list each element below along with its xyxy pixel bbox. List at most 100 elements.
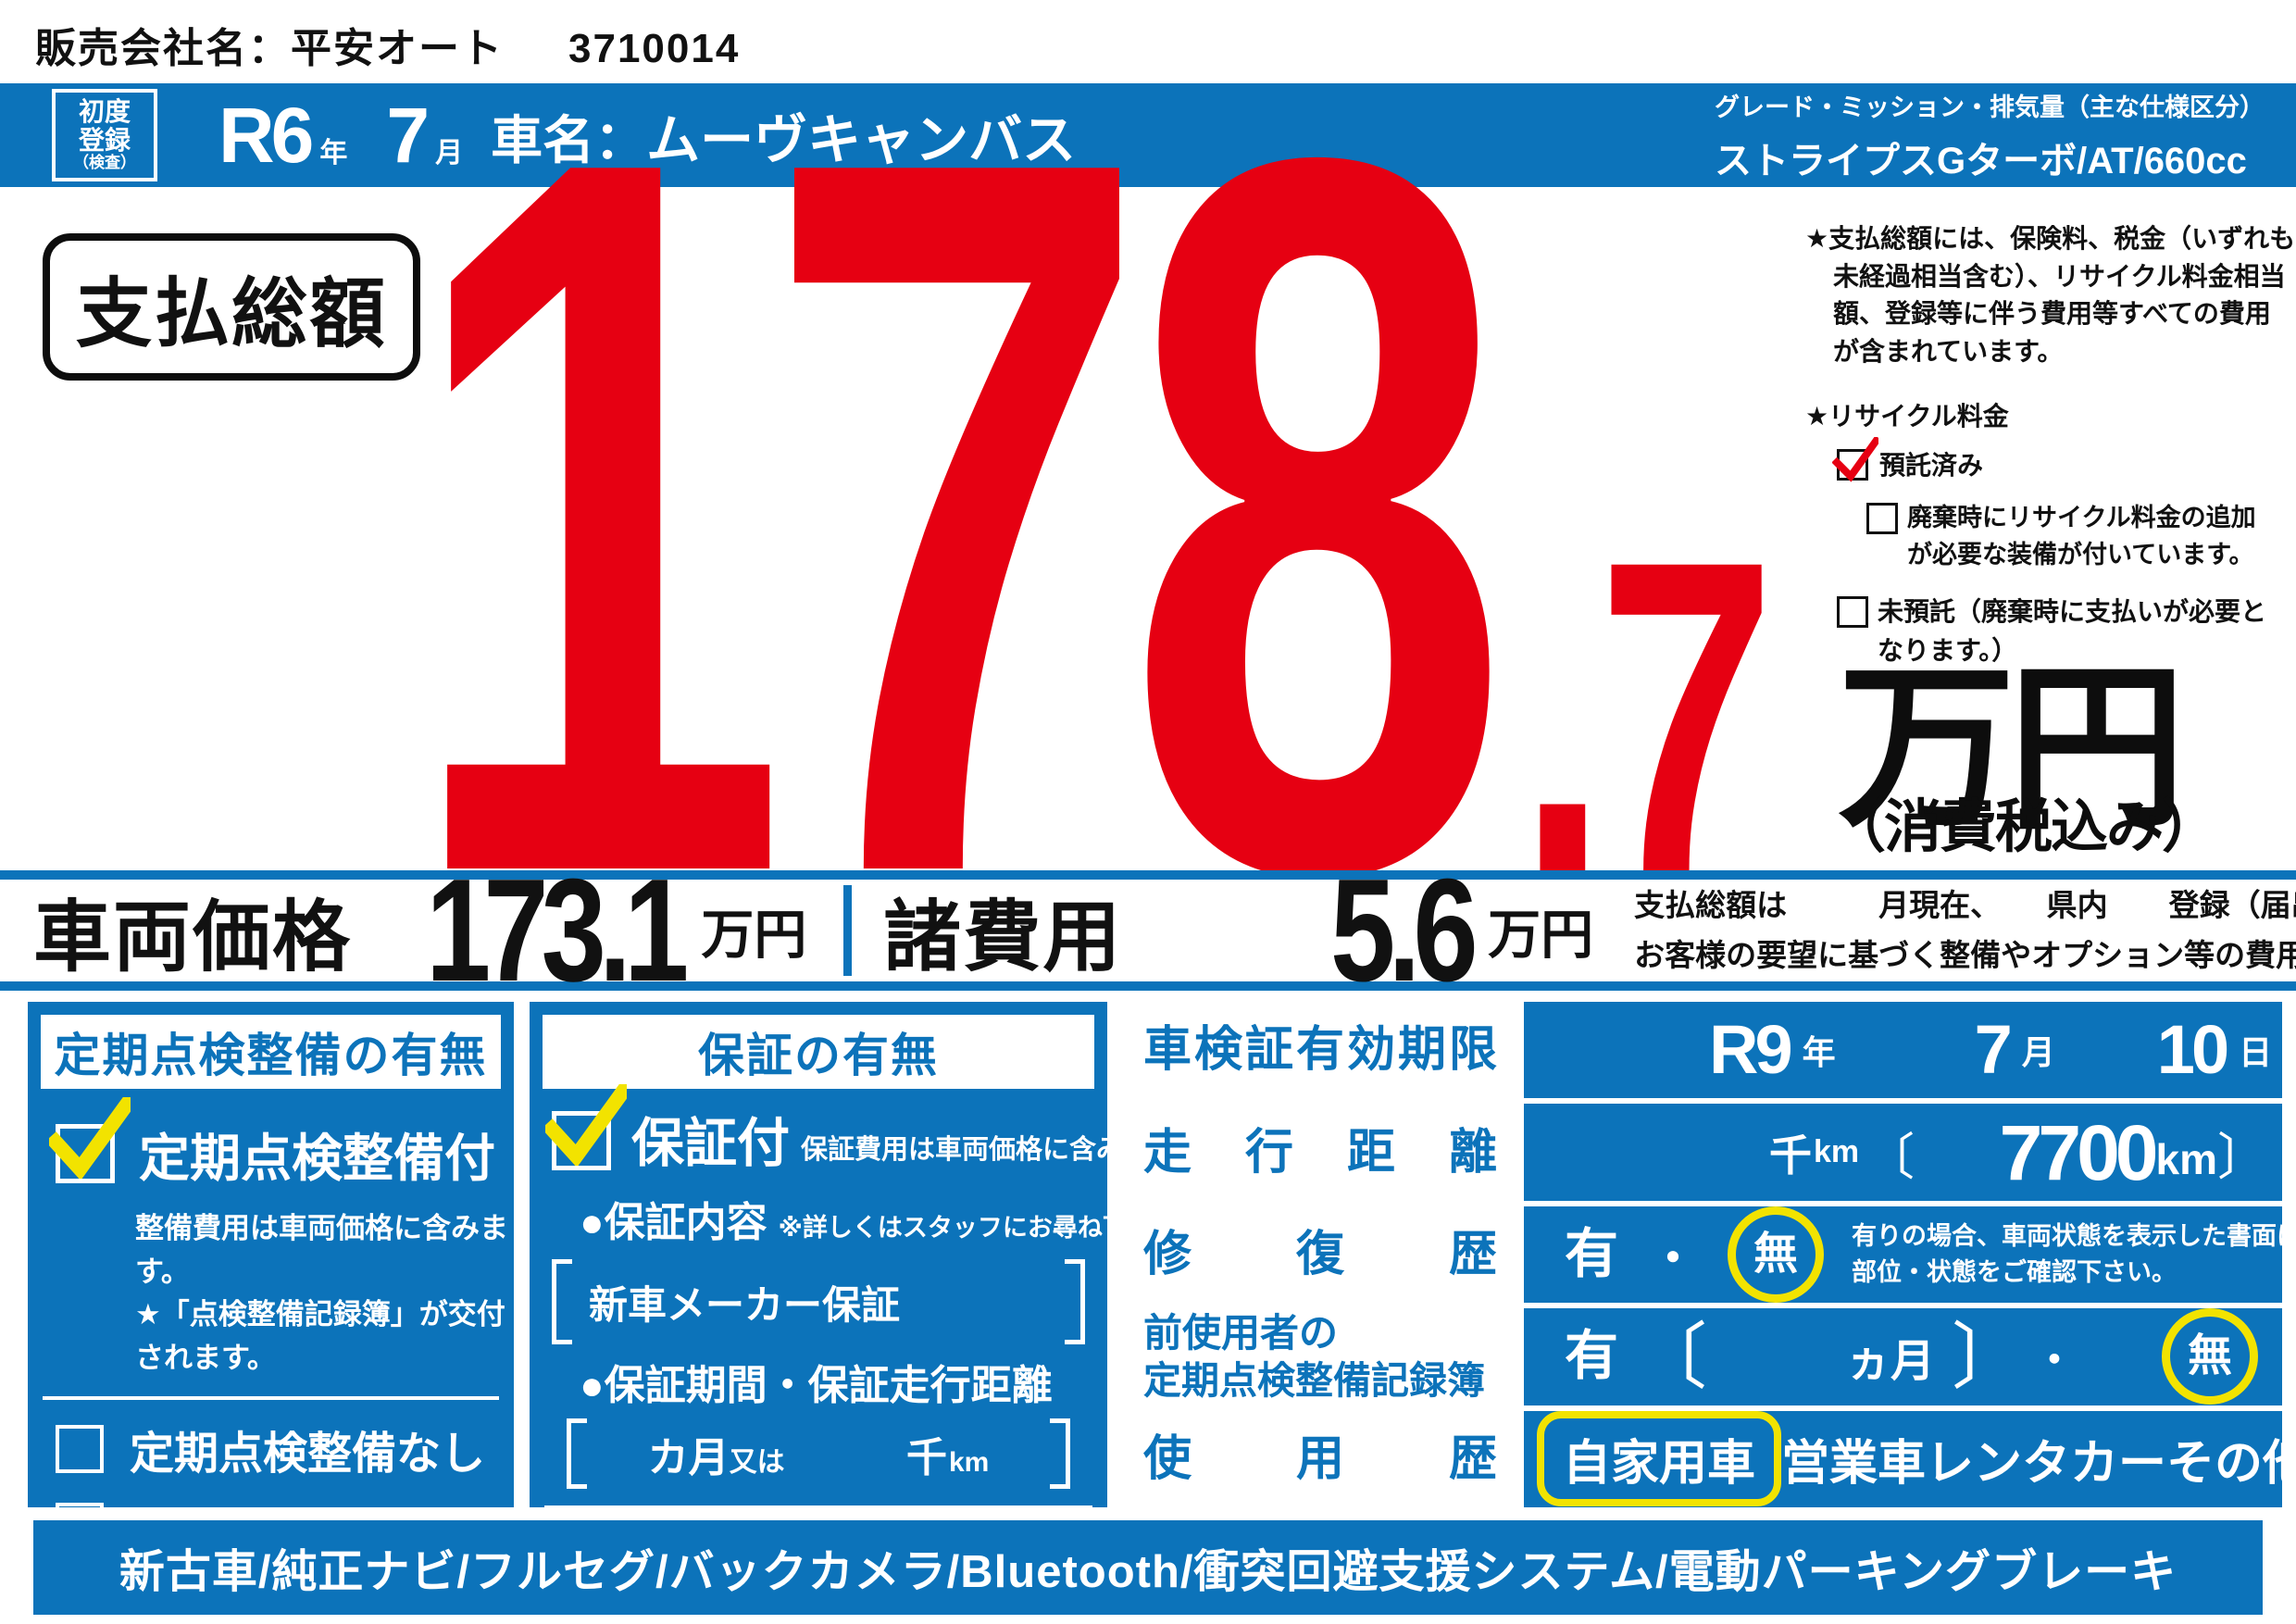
badge-line2: 登録 (78, 125, 131, 155)
vehicle-price-amount: 173.1 (426, 849, 689, 1012)
usage-history-row: 使用歴 自家用車 営業車 レンタカー その他 (1122, 1410, 2296, 1508)
repair-yes: 有 (1565, 1224, 1619, 1285)
recycle-option-undeposited: 未預託（廃棄時に支払いが必要となります。） (1837, 593, 2272, 670)
maintenance-panel: 定期点検整備の有無 定期点検整備付 整備費用は車両価格に含みます。 ★「点検整備… (28, 1002, 514, 1507)
checkbox-maintenance-with (49, 1097, 131, 1183)
checkbox-extra (1866, 502, 1898, 534)
record-no-circled: 無 (2162, 1308, 2258, 1405)
inspection-expiry-value-cell: R9 年 7 月 10 日 (1524, 1002, 2282, 1099)
warranty-period-label: ●保証期間・保証走行距離 (580, 1363, 1053, 1408)
total-notes: ★支払総額には、保険料、税金（いずれも未経過相当含む）、リサイクル料金相当額、登… (1805, 220, 2296, 670)
car-name-label: 車名： (491, 111, 647, 169)
record-no: 無 (2187, 1331, 2232, 1381)
bracket-right (1065, 1259, 1085, 1344)
inspection-expiry-label-cell: 車検証有効期限 (1122, 1002, 1518, 1099)
warranty-km-big: 千 (905, 1435, 947, 1480)
inspection-year: R9 (1709, 1011, 1793, 1089)
warranty-content-note: ※詳しくはスタッフにお尋ね下さい。 (778, 1214, 1107, 1242)
bracket-left (567, 1418, 587, 1489)
maintenance-panel-title: 定期点検整備の有無 (41, 1015, 501, 1089)
warranty-content-row: ●保証内容 ※詳しくはスタッフにお尋ね下さい。 (580, 1189, 1107, 1248)
warranty-period-values: カ月又は 千 km (587, 1418, 1050, 1489)
warranty-or: 又は (729, 1447, 785, 1478)
record-book-row: 前使用者の 定期点検整備記録簿 有 〔 ヵ月 〕 ・ 無 (1122, 1308, 2282, 1405)
warranty-content-bracket: 新車メーカー保証 (552, 1259, 1085, 1344)
repair-no-circled: 無 (1728, 1206, 1825, 1304)
total-amount-integer: 178 (404, 0, 1511, 1085)
mileage-prefix-big: 千 (1769, 1131, 1812, 1180)
recycle-option-undeposited-label: 未預託（廃棄時に支払いが必要となります。） (1878, 596, 2267, 665)
record-months-unit: ヵ月 (1846, 1337, 1936, 1387)
first-registration-badge: 初度 登録 （検査） (52, 89, 157, 181)
recycle-option-extra: 廃棄時にリサイクル料金の追加が必要な装備が付いています。 (1866, 499, 2277, 574)
total-amount-unit: 万円 (1838, 648, 2186, 847)
seller-line: 販売会社名： 平安オート 3710014 (35, 15, 740, 74)
fees-amount: 5.6 (1330, 849, 1479, 1012)
inspection-day: 10 (2156, 1011, 2229, 1089)
warranty-period-bracket: カ月又は 千 km (567, 1418, 1070, 1489)
inspection-year-unit: 年 (1802, 1033, 1836, 1072)
check-icon (49, 1097, 131, 1179)
mileage-bracket-open: 〔 (1865, 1130, 1915, 1186)
equipment-bar: 新古車/純正ナビ/フルセグ/バックカメラ/Bluetooth/衝突回避支援システ… (33, 1520, 2263, 1615)
checkbox-maintenance-without (56, 1425, 104, 1473)
usage-private-selected: 自家用車 (1537, 1411, 1782, 1507)
usage-rental: レンタカー (1926, 1437, 2167, 1492)
check-icon (545, 1084, 627, 1166)
repair-note-line1: 有りの場合、車両状態を表示した書面にて、 (1852, 1221, 2296, 1250)
warranty-with-row: 保証付 保証費用は車両価格に含みます。 (545, 1084, 1107, 1170)
usage-history-value-cell: 自家用車 営業車 レンタカー その他 (1524, 1410, 2296, 1508)
maintenance-needed-label: 要整備箇所があります (130, 1494, 514, 1507)
inspection-month-unit: 月 (2021, 1033, 2055, 1072)
maintenance-notes: 整備費用は車両価格に含みます。 ★「点検整備記録簿」が交付されます。 (135, 1207, 514, 1380)
recycle-option-deposited: 預託済み (1832, 436, 2296, 482)
repair-history-label-cell: 修復歴 (1122, 1206, 1518, 1304)
mileage-bracket-close: 〕 (2217, 1130, 2267, 1186)
repair-history-row: 修復歴 有 ・ 無 有りの場合、車両状態を表示した書面にて、 部位・状態をご確認… (1122, 1206, 2296, 1304)
repair-history-label: 修復歴 (1143, 1228, 1497, 1282)
mileage-suffix: km 〕 (2154, 1116, 2267, 1189)
repair-note-line2: 部位・状態をご確認下さい。 (1852, 1258, 2177, 1287)
registration-month: 7 (386, 92, 430, 179)
warranty-months: カ月又は (648, 1424, 785, 1483)
seller-name: 平安オート (291, 26, 504, 71)
inspection-month: 7 (1974, 1011, 2013, 1089)
note-included: ★支払総額には、保険料、税金（いずれも未経過相当含む）、リサイクル料金相当額、登… (1805, 224, 2296, 366)
warranty-with-note: 保証費用は車両価格に含みます。 (801, 1135, 1107, 1165)
usage-history-label-cell: 使用歴 (1122, 1410, 1518, 1508)
registration-year: R6 (218, 92, 314, 179)
warranty-months-unit: カ月 (647, 1435, 730, 1480)
bracket-left (552, 1259, 572, 1344)
grade-value: ストライプスGターボ/AT/660cc (1715, 140, 2247, 181)
fees-unit: 万円 (1488, 906, 1594, 965)
mileage-row: 走行距離 千 km 〔 7700 km 〕 (1122, 1104, 2282, 1201)
registration-month-unit: 月 (435, 138, 464, 169)
tax-included-note: （消費税込み） (1828, 795, 2219, 859)
grade-block: グレード・ミッション・排気量（主な仕様区分） ストライプスGターボ/AT/660… (1715, 87, 2265, 184)
price-conditions-note: 支払総額は 月現在、 県内 登録（届出）で店頭納車の場合の価格です。 お客様の要… (1634, 881, 2296, 981)
recycle-option-deposited-label: 預託済み (1879, 450, 1984, 480)
warranty-panel: 保証の有無 保証付 保証費用は車両価格に含みます。 ●保証内容 ※詳しくはスタッ… (530, 1002, 1107, 1507)
header-bar: 初度 登録 （検査） R6 年 7 月 車名： ムーヴキャンバス グレード・ミッ… (0, 83, 2296, 187)
vehicle-price-label: 車両価格 (33, 893, 353, 981)
repair-history-value-cell: 有 ・ 無 有りの場合、車両状態を表示した書面にて、 部位・状態をご確認下さい。 (1524, 1206, 2296, 1304)
vehicle-price-unit: 万円 (701, 906, 807, 965)
registration-year-unit: 年 (319, 138, 348, 169)
repair-dot: ・ (1650, 1232, 1697, 1285)
vehicle-details-table: 車検証有効期限 R9 年 7 月 10 日 走行距離 千 km 〔 7700 k (1122, 1002, 2296, 1508)
badge-line3: （検査） (73, 153, 136, 171)
maintenance-with-label: 定期点検整備付 (139, 1130, 496, 1187)
warranty-km: 千 km (906, 1424, 989, 1483)
mileage-suffix-km: km (2155, 1135, 2217, 1184)
record-book-label-line1: 前使用者の (1143, 1310, 1339, 1355)
grade-caption: グレード・ミッション・排気量（主な仕様区分） (1715, 93, 2265, 121)
car-name-value: ムーヴキャンバス (646, 110, 1077, 170)
usage-other: その他 (2166, 1437, 2296, 1492)
price-breakdown-band: 車両価格 173.1 万円 諸費用 5.6 万円 支払総額は 月現在、 県内 登… (0, 857, 2296, 1004)
warranty-km-small: km (948, 1447, 990, 1478)
bracket-right (1050, 1418, 1070, 1489)
checkbox-maintenance-needed (56, 1503, 104, 1507)
badge-line1: 初度 (78, 97, 131, 127)
mileage-label-cell: 走行距離 (1122, 1104, 1518, 1201)
